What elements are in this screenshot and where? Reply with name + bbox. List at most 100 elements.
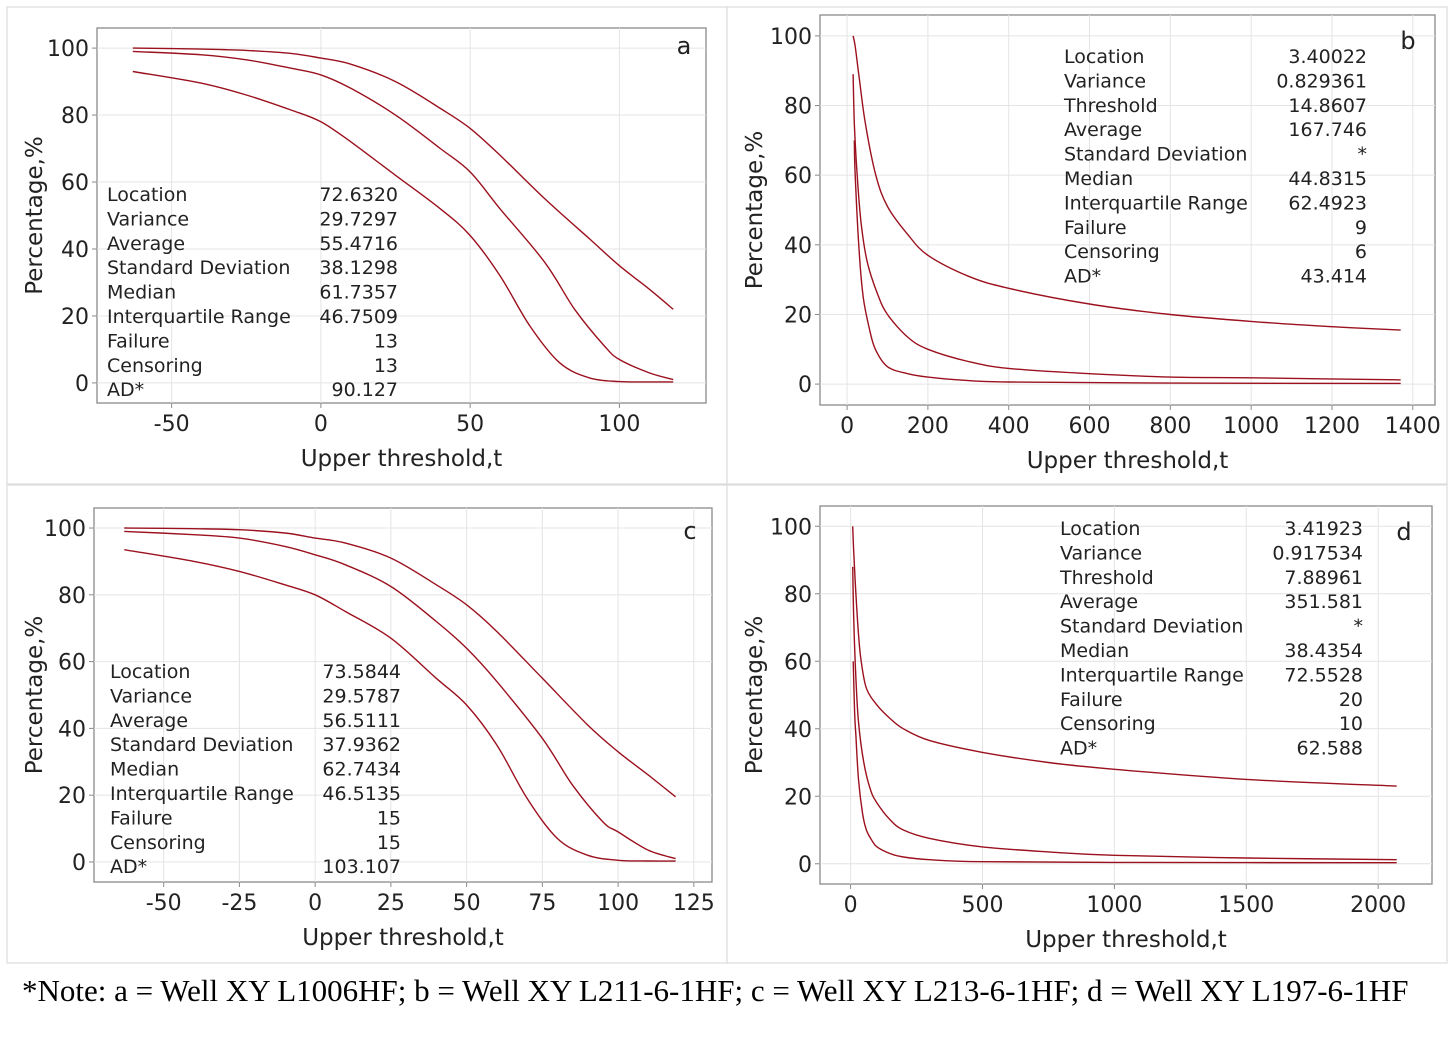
panel-d: 0 500 1000 1500 2000 0 20 40 60 80 100 Upper thresh… bbox=[726, 484, 1448, 964]
stats-value: 3.40022 bbox=[1288, 46, 1367, 68]
y-tick-label: 60 bbox=[61, 171, 89, 196]
x-tick-label: 100 bbox=[598, 412, 640, 437]
curve-1 bbox=[852, 35, 1401, 331]
stats-label: Censoring bbox=[110, 832, 206, 854]
stats-row: Standard Deviation * bbox=[1064, 144, 1367, 166]
stats-row: AD* 90.127 bbox=[107, 379, 398, 401]
stats-row: Failure 13 bbox=[107, 330, 398, 352]
stats-row: Interquartile Range 46.7509 bbox=[107, 306, 398, 328]
curve-2 bbox=[132, 50, 674, 381]
stats-value: 13 bbox=[374, 355, 398, 377]
figure-note: *Note: a = Well XY L1006HF; b = Well XY … bbox=[22, 973, 1409, 1008]
x-tick-label: 2000 bbox=[1350, 893, 1406, 918]
stats-row: Standard Deviation * bbox=[1060, 616, 1363, 638]
y-tick-label: 100 bbox=[44, 517, 86, 542]
stats-row: Censoring 10 bbox=[1060, 713, 1363, 735]
stats-row: Location 3.40022 bbox=[1064, 46, 1367, 68]
stats-value: 9 bbox=[1355, 217, 1367, 239]
x-tick-label: -50 bbox=[154, 412, 190, 437]
y-axis-title: Percentage,% bbox=[742, 131, 768, 290]
x-tick-label: 50 bbox=[456, 412, 484, 437]
y-tick-label: 20 bbox=[58, 784, 86, 809]
y-axis-title: Percentage,% bbox=[22, 136, 48, 295]
plot-area bbox=[96, 27, 707, 404]
stats-value: 43.414 bbox=[1301, 266, 1367, 288]
stats-value: 20 bbox=[1339, 689, 1363, 711]
plot-area bbox=[819, 505, 1433, 885]
y-tick-label: 40 bbox=[784, 234, 812, 259]
y-tick-label: 80 bbox=[784, 583, 812, 608]
y-axis-title: Percentage,% bbox=[742, 616, 768, 775]
x-axis-title: Upper threshold,t bbox=[302, 925, 504, 951]
stats-label: Location bbox=[1064, 46, 1144, 68]
x-tick-label: 1000 bbox=[1223, 414, 1279, 439]
y-tick-label: 40 bbox=[58, 717, 86, 742]
stats-label: Median bbox=[1064, 168, 1133, 190]
stats-value: 72.5528 bbox=[1284, 664, 1363, 686]
x-tick-label: 75 bbox=[528, 891, 556, 916]
panel-c: -50 -25 0 25 50 75 100 125 0 20 40 60 80 100 Upper thr… bbox=[6, 484, 728, 964]
stats-label: Median bbox=[107, 282, 176, 304]
stats-value: 62.7434 bbox=[322, 759, 401, 781]
y-tick-label: 0 bbox=[75, 372, 89, 397]
stats-value: 0.829361 bbox=[1276, 70, 1367, 92]
x-tick-label: 125 bbox=[673, 891, 715, 916]
plot-area bbox=[819, 14, 1436, 406]
stats-row: Failure 20 bbox=[1060, 689, 1363, 711]
stats-value: 13 bbox=[374, 330, 398, 352]
stats-label: Location bbox=[1060, 518, 1140, 540]
stats-row: Failure 9 bbox=[1064, 217, 1367, 239]
y-tick-label: 0 bbox=[798, 373, 812, 398]
stats-value: 167.746 bbox=[1288, 119, 1367, 141]
x-tick-label: -50 bbox=[146, 891, 182, 916]
stats-value: 90.127 bbox=[332, 379, 398, 401]
x-tick-label: 1400 bbox=[1385, 414, 1441, 439]
stats-value: 15 bbox=[377, 832, 401, 854]
y-tick-label: 20 bbox=[61, 305, 89, 330]
stats-value: 103.107 bbox=[322, 856, 401, 878]
stats-label: Censoring bbox=[1060, 713, 1156, 735]
panel-label: b bbox=[1400, 27, 1415, 55]
stats-label: Failure bbox=[1060, 689, 1123, 711]
stats-value: 3.41923 bbox=[1284, 518, 1363, 540]
stats-label: Median bbox=[1060, 640, 1129, 662]
curve-3 bbox=[852, 661, 1397, 864]
y-tick-label: 20 bbox=[784, 785, 812, 810]
x-tick-label: -25 bbox=[221, 891, 257, 916]
y-tick-label: 40 bbox=[61, 238, 89, 263]
stats-table: Location 3.41923 Variance 0.917534 Threshold… bbox=[1059, 518, 1363, 760]
stats-row: Average 167.746 bbox=[1064, 119, 1367, 141]
stats-row: Median 62.7434 bbox=[110, 759, 401, 781]
stats-row: Location 73.5844 bbox=[110, 661, 401, 683]
x-tick-label: 600 bbox=[1069, 414, 1111, 439]
stats-label: AD* bbox=[107, 379, 144, 401]
stats-label: Failure bbox=[1064, 217, 1127, 239]
stats-value: 55.4716 bbox=[319, 233, 398, 255]
stats-row: Average 56.5111 bbox=[110, 710, 401, 732]
x-tick-label: 200 bbox=[907, 414, 949, 439]
stats-value: 61.7357 bbox=[319, 282, 398, 304]
stats-label: Average bbox=[1064, 119, 1142, 141]
y-tick-label: 40 bbox=[784, 718, 812, 743]
x-tick-label: 800 bbox=[1149, 414, 1191, 439]
y-tick-label: 20 bbox=[784, 303, 812, 328]
stats-table: Location 72.6320 Variance 29.7297 Average 55.… bbox=[107, 184, 398, 401]
panel-a: -50 0 50 100 0 20 40 60 80 100 Upper threshold,t Pe… bbox=[6, 6, 728, 485]
stats-value: 15 bbox=[377, 807, 401, 829]
stats-label: Failure bbox=[110, 807, 173, 829]
x-tick-label: 500 bbox=[961, 893, 1003, 918]
stats-label: AD* bbox=[110, 856, 147, 878]
curve-1 bbox=[132, 47, 674, 310]
curve-2 bbox=[852, 74, 1401, 381]
stats-value: 62.588 bbox=[1297, 738, 1363, 760]
stats-label: Standard Deviation bbox=[110, 734, 293, 756]
y-tick-label: 80 bbox=[58, 584, 86, 609]
stats-label: Censoring bbox=[107, 355, 203, 377]
y-axis-title: Percentage,% bbox=[22, 616, 48, 775]
stats-row: Average 55.4716 bbox=[107, 233, 398, 255]
y-tick-label: 80 bbox=[61, 104, 89, 129]
stats-value: 62.4923 bbox=[1288, 192, 1367, 214]
stats-row: Censoring 15 bbox=[110, 832, 401, 854]
stats-label: Average bbox=[110, 710, 188, 732]
